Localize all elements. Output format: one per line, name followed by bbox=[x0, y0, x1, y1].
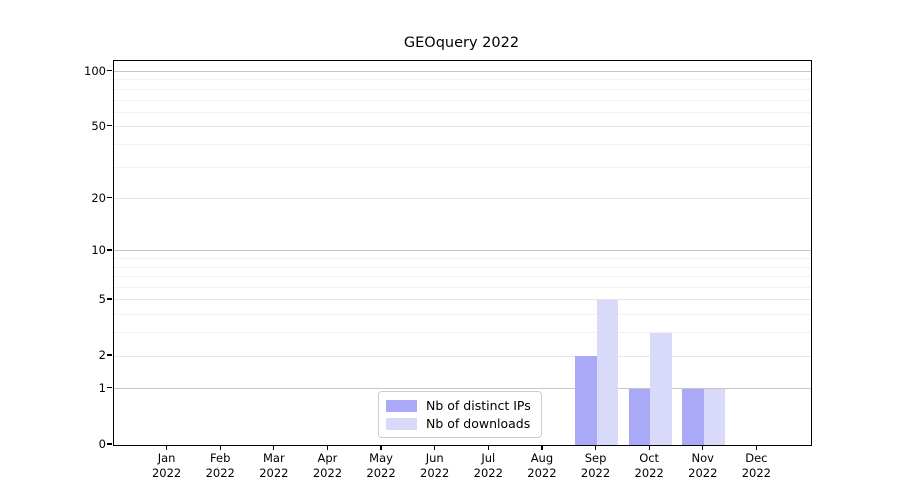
legend: Nb of distinct IPs Nb of downloads bbox=[378, 391, 542, 438]
y-tick-mark-2 bbox=[107, 354, 112, 356]
x-tick-mark-feb bbox=[219, 445, 221, 450]
bar-downloads-nov bbox=[703, 388, 726, 445]
x-tick-mark-jun bbox=[434, 445, 436, 450]
x-tick-mark-oct bbox=[648, 445, 650, 450]
gridline-minor-4 bbox=[114, 314, 811, 316]
bar-distinct-ips-sep bbox=[575, 356, 597, 445]
gridline-minor-6 bbox=[114, 287, 811, 289]
x-tick-label-apr: Apr 2022 bbox=[312, 451, 343, 480]
bar-downloads-sep bbox=[596, 300, 618, 445]
x-tick-label-nov: Nov 2022 bbox=[688, 451, 718, 480]
legend-swatch-distinct-ips bbox=[386, 399, 417, 412]
y-tick-mark-0 bbox=[107, 443, 112, 445]
gridline-10 bbox=[114, 250, 811, 252]
y-tick-label-20: 20 bbox=[91, 190, 106, 205]
chart-title: GEOquery 2022 bbox=[403, 35, 520, 51]
gridline-minor-90 bbox=[114, 79, 811, 81]
x-tick-mark-nov bbox=[702, 445, 704, 450]
legend-label-downloads: Nb of downloads bbox=[426, 416, 531, 431]
y-tick-mark-5 bbox=[107, 298, 112, 300]
y-tick-label-50: 50 bbox=[91, 118, 106, 133]
x-tick-mark-dec bbox=[755, 445, 757, 450]
legend-label-distinct-ips: Nb of distinct IPs bbox=[426, 398, 531, 413]
gridline-minor-30 bbox=[114, 166, 811, 168]
bar-distinct-ips-nov bbox=[682, 388, 704, 445]
gridline-50 bbox=[114, 126, 811, 128]
gridline-minor-8 bbox=[114, 266, 811, 268]
x-tick-label-jul: Jul 2022 bbox=[473, 451, 503, 480]
x-tick-label-sep: Sep 2022 bbox=[580, 451, 611, 480]
y-tick-label-0: 0 bbox=[98, 437, 106, 451]
x-tick-label-jun: Jun 2022 bbox=[420, 451, 450, 480]
x-tick-mark-mar bbox=[273, 445, 275, 450]
x-tick-mark-sep bbox=[594, 445, 597, 450]
gridline-minor-80 bbox=[114, 88, 811, 90]
y-tick-label-2: 2 bbox=[98, 348, 106, 363]
gridline-minor-40 bbox=[114, 143, 811, 145]
legend-swatch-downloads bbox=[386, 417, 417, 430]
x-tick-label-feb: Feb 2022 bbox=[205, 451, 235, 480]
legend-entry-downloads: Nb of downloads bbox=[386, 416, 531, 431]
x-tick-label-dec: Dec 2022 bbox=[741, 451, 772, 480]
gridline-5 bbox=[114, 299, 811, 301]
bar-downloads-oct bbox=[650, 332, 672, 445]
x-tick-label-oct: Oct 2022 bbox=[634, 451, 664, 480]
x-tick-label-aug: Aug 2022 bbox=[527, 451, 557, 480]
gridline-minor-70 bbox=[114, 99, 811, 101]
y-tick-label-1: 1 bbox=[98, 380, 106, 395]
y-tick-mark-10 bbox=[107, 249, 112, 251]
x-tick-mark-jan bbox=[166, 445, 168, 450]
x-tick-label-mar: Mar 2022 bbox=[259, 451, 289, 480]
x-tick-mark-jul bbox=[487, 445, 489, 450]
gridline-2 bbox=[114, 355, 811, 357]
gridline-minor-7 bbox=[114, 276, 811, 278]
legend-entry-distinct-ips: Nb of distinct IPs bbox=[386, 398, 531, 413]
gridline-1 bbox=[114, 388, 811, 390]
y-tick-label-100: 100 bbox=[84, 63, 106, 78]
gridline-minor-9 bbox=[114, 258, 811, 260]
gridline-minor-3 bbox=[114, 332, 811, 334]
x-tick-mark-apr bbox=[326, 445, 329, 450]
bar-distinct-ips-oct bbox=[628, 388, 651, 445]
x-tick-label-may: May 2022 bbox=[366, 451, 396, 480]
x-tick-label-jan: Jan 2022 bbox=[151, 451, 182, 480]
y-tick-mark-50 bbox=[107, 125, 112, 127]
gridline-minor-60 bbox=[114, 111, 811, 113]
y-tick-mark-20 bbox=[107, 197, 112, 199]
x-tick-mark-aug bbox=[541, 445, 543, 450]
y-tick-label-10: 10 bbox=[91, 242, 106, 257]
y-tick-label-5: 5 bbox=[98, 291, 106, 306]
gridline-100 bbox=[114, 71, 811, 72]
x-tick-mark-may bbox=[380, 445, 382, 450]
y-tick-mark-100 bbox=[107, 69, 112, 72]
y-tick-mark-1 bbox=[107, 387, 112, 389]
gridline-20 bbox=[114, 198, 811, 200]
plot-area bbox=[113, 60, 812, 446]
